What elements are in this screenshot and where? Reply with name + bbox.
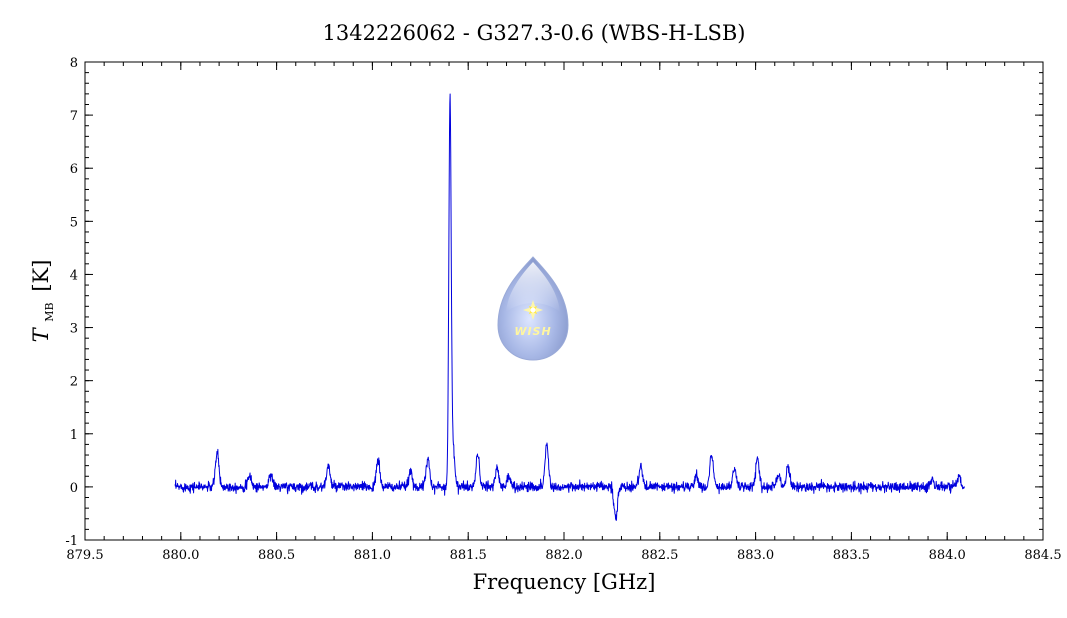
y-tick-label: 8 [70, 56, 78, 71]
chart-title: 1342226062 - G327.3-0.6 (WBS-H-LSB) [323, 21, 746, 45]
plot-frame [84, 61, 1044, 541]
y-tick-label: 5 [70, 215, 78, 230]
x-tick-label: 883.5 [833, 548, 870, 563]
y-tick-label: 0 [70, 481, 78, 496]
y-tick-label: 3 [70, 322, 78, 337]
x-tick-label: 884.0 [929, 548, 966, 563]
y-axis-symbol: T [29, 326, 53, 342]
axis-ticks [84, 61, 1044, 541]
y-tick-label: 2 [70, 375, 78, 390]
y-tick-label: 6 [70, 162, 78, 177]
x-tick-label: 880.5 [258, 548, 295, 563]
wish-logo-text: WISH [514, 325, 551, 338]
x-tick-label: 881.0 [354, 548, 391, 563]
x-tick-label: 880.0 [162, 548, 199, 563]
y-tick-label: 7 [70, 109, 78, 124]
x-tick-label: 879.5 [66, 548, 103, 563]
y-axis-label: T MB [K] [29, 260, 58, 343]
spectrum-series-line [174, 93, 965, 521]
x-tick-label: 882.5 [641, 548, 678, 563]
x-axis-label: Frequency [GHz] [473, 570, 656, 594]
y-axis-unit: [K] [29, 260, 53, 292]
x-tick-label: 882.0 [545, 548, 582, 563]
x-tick-label: 881.5 [450, 548, 487, 563]
wish-logo: WISH [497, 256, 569, 361]
x-tick-label: 883.0 [737, 548, 774, 563]
y-tick-label: -1 [65, 534, 78, 549]
y-tick-label: 1 [70, 428, 78, 443]
x-tick-label: 884.5 [1024, 548, 1061, 563]
y-axis-subscript: MB [43, 302, 56, 321]
axis-tick-labels: 879.5 880.0 880.5 881.0 881.5 882.0 882.5 883.0… [65, 56, 1061, 563]
y-tick-label: 4 [70, 268, 78, 283]
star-icon [523, 300, 543, 320]
drop-highlight [506, 262, 560, 312]
